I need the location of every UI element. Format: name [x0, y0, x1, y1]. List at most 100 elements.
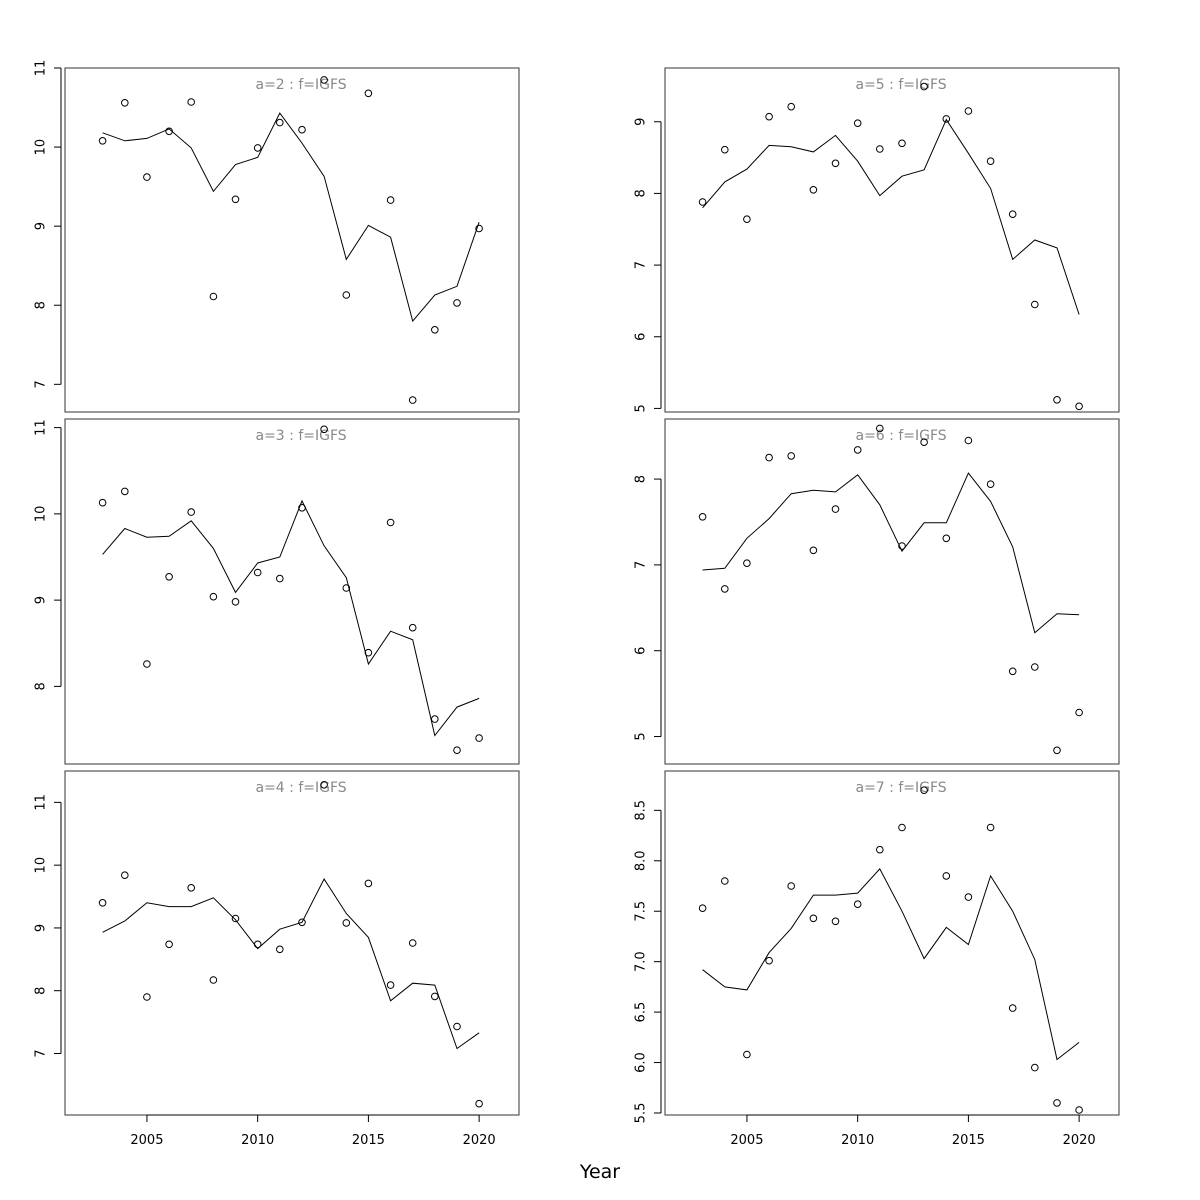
- x-tick-label: 2005: [730, 1133, 763, 1148]
- y-tick-label: 10: [34, 506, 49, 523]
- observed-point: [743, 1050, 751, 1059]
- fitted-line: [702, 472, 1080, 634]
- fitted-line: [702, 868, 1080, 1061]
- observed-point: [386, 518, 395, 527]
- observed-point: [698, 904, 707, 913]
- observed-point: [320, 781, 328, 789]
- y-tick-label: 7: [634, 561, 649, 569]
- panel-title: a=2 : f=IGFS: [255, 77, 346, 93]
- fitted-line: [102, 499, 480, 737]
- observed-point: [165, 940, 173, 949]
- x-tick-label: 2010: [841, 1133, 874, 1148]
- observed-point: [876, 424, 884, 433]
- panel-frame: [664, 770, 1120, 1116]
- observed-point: [276, 118, 284, 127]
- panel-3: 7 8 9 10 11 2005 2010 2015 2020 a=4 : f=IGFS: [34, 770, 520, 1148]
- observed-point: [986, 823, 995, 832]
- observed-point: [143, 660, 151, 668]
- observed-point: [743, 559, 751, 568]
- observed-point: [920, 82, 928, 91]
- observed-point: [364, 648, 373, 657]
- observed-point: [1008, 210, 1017, 218]
- observed-point: [121, 99, 129, 107]
- observed-point: [209, 592, 218, 601]
- observed-point: [1053, 746, 1061, 755]
- observed-point: [1031, 663, 1039, 671]
- observed-point: [187, 508, 195, 516]
- panel-title: a=4 : f=IGFS: [255, 780, 346, 796]
- observed-point: [165, 573, 173, 581]
- observed-point: [698, 198, 707, 206]
- observed-point: [1075, 402, 1083, 411]
- y-tick-label: 5: [634, 732, 649, 740]
- y-tick-label: 9: [634, 118, 649, 126]
- observed-point: [721, 145, 729, 154]
- observed-point: [787, 102, 796, 111]
- y-tick-label: 8.0: [634, 850, 649, 871]
- y-tick-label: 11: [34, 794, 49, 811]
- observed-point: [942, 534, 951, 543]
- observed-point: [765, 956, 773, 965]
- observed-point: [165, 127, 173, 136]
- observed-point: [453, 746, 461, 755]
- observed-point: [187, 884, 195, 892]
- observed-point: [475, 1099, 483, 1108]
- observed-point: [942, 115, 951, 123]
- y-tick-label: 8: [34, 987, 49, 995]
- observed-point: [231, 598, 240, 606]
- y-tick-label: 6.5: [634, 1002, 649, 1023]
- observed-point: [364, 879, 373, 888]
- x-tick-label: 2020: [463, 1133, 496, 1148]
- observed-point: [964, 436, 973, 445]
- y-tick-label: 10: [34, 857, 49, 874]
- observed-point: [364, 89, 373, 98]
- observed-point: [876, 145, 884, 153]
- observed-point: [342, 291, 351, 299]
- x-tick-label: 2005: [130, 1133, 163, 1148]
- panel-frame: [64, 770, 520, 1116]
- observed-point: [298, 125, 306, 134]
- observed-point: [853, 900, 862, 909]
- x-tick-label: 2020: [1063, 1133, 1096, 1148]
- observed-point: [831, 917, 840, 926]
- observed-point: [342, 584, 351, 592]
- observed-point: [98, 137, 107, 145]
- observed-point: [831, 159, 840, 168]
- observed-point: [787, 452, 796, 460]
- panel-frame: [64, 418, 520, 765]
- y-tick-label: 11: [34, 60, 49, 77]
- observed-point: [1008, 1004, 1017, 1012]
- observed-point: [475, 734, 483, 742]
- observed-point: [475, 224, 483, 233]
- observed-point: [1008, 667, 1017, 676]
- observed-point: [986, 157, 995, 165]
- observed-point: [787, 882, 796, 890]
- observed-point: [431, 715, 439, 723]
- x-axis-label: Year: [579, 1161, 620, 1183]
- y-tick-label: 8: [34, 682, 49, 690]
- y-tick-label: 8: [34, 301, 49, 309]
- observed-point: [431, 326, 439, 334]
- fitted-line: [102, 112, 480, 323]
- observed-point: [298, 504, 306, 512]
- panel-6: 5.5 6.0 6.5 7.0 7.5 8.0 8.5 2005 2010 2015 2020 a=7…: [634, 770, 1120, 1148]
- observed-point: [408, 396, 417, 404]
- observed-point: [1075, 708, 1083, 717]
- observed-point: [1031, 1063, 1039, 1072]
- observed-point: [986, 480, 995, 489]
- y-tick-label: 7.0: [634, 951, 649, 972]
- panel-2: 8 9 10 11 a=3 : f=IGFS: [34, 418, 520, 765]
- observed-point: [408, 623, 417, 632]
- observed-point: [809, 914, 818, 923]
- observed-point: [853, 119, 862, 127]
- panel-title: a=3 : f=IGFS: [255, 428, 346, 444]
- observed-point: [121, 871, 129, 880]
- y-tick-label: 7: [634, 261, 649, 269]
- panel-frame: [64, 67, 520, 413]
- panel-title: a=6 : f=IGFS: [855, 428, 946, 444]
- x-tick-label: 2015: [952, 1133, 985, 1148]
- panel-5: 5 6 7 8 a=6 : f=IGFS: [634, 418, 1120, 765]
- y-tick-label: 11: [34, 419, 49, 436]
- observed-point: [964, 107, 973, 115]
- panel-1: 7 8 9 10 11 a=2 : f=IGFS: [34, 60, 520, 413]
